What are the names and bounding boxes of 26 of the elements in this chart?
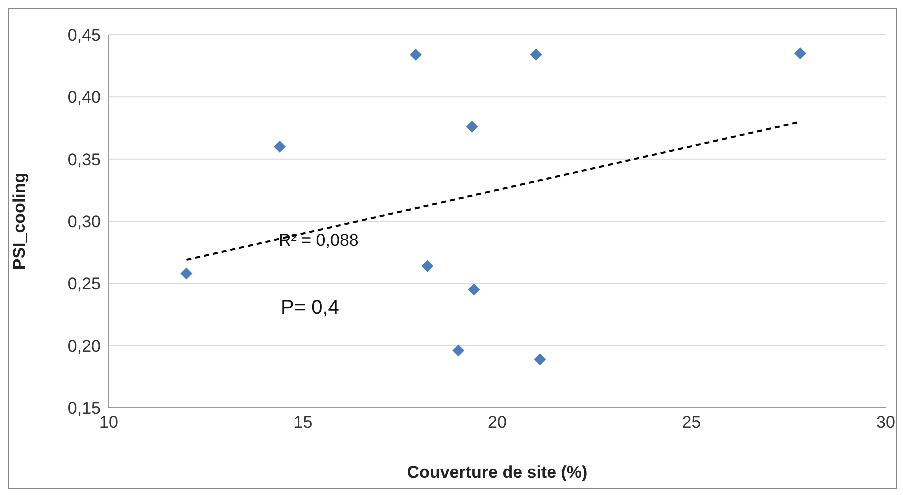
x-tick-label: 30: [876, 413, 896, 432]
y-tick-label: 0,45: [68, 26, 101, 46]
point: [452, 344, 465, 357]
x-tick-label: 10: [100, 413, 118, 432]
point: [534, 354, 546, 366]
point: [274, 140, 286, 153]
point: [468, 284, 480, 296]
y-tick-label: 0,35: [68, 150, 101, 170]
y-tick-label: 0,40: [68, 88, 101, 108]
point: [794, 48, 807, 60]
y-tick-label: 0,25: [68, 274, 101, 294]
point: [422, 260, 434, 272]
y-axis-title: PSI_cooling: [10, 172, 30, 270]
x-tick-label: 20: [488, 413, 507, 432]
x-tick-label: 25: [682, 413, 702, 432]
x-tick-label: 15: [294, 413, 313, 432]
point: [530, 48, 542, 61]
y-tick-label: 0,20: [68, 336, 101, 356]
x-axis-title: Couverture de site (%): [407, 463, 588, 482]
point: [466, 121, 478, 134]
point: [410, 48, 422, 61]
annotation: R² = 0,088: [279, 231, 359, 251]
annotation: P= 0,4: [281, 297, 340, 320]
point: [180, 268, 193, 280]
y-tick-label: 0,30: [68, 212, 101, 232]
y-tick-label: 0,15: [68, 399, 101, 418]
